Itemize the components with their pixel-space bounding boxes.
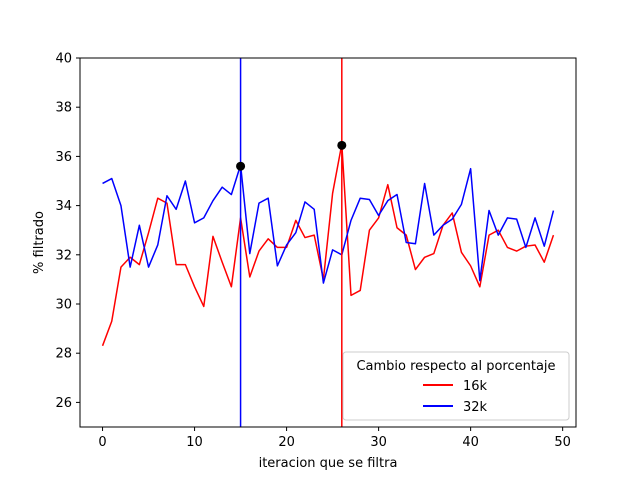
plot-frame — [79, 57, 577, 428]
y-tick-label: 26 — [55, 396, 72, 411]
legend-title: Cambio respecto al porcentaje — [356, 359, 555, 374]
y-axis-label: % filtrado — [32, 211, 47, 274]
y-tick-label: 40 — [55, 52, 72, 67]
series-line-16k — [101, 143, 555, 347]
x-tick-label: 20 — [278, 435, 295, 450]
x-tick-label: 30 — [370, 435, 387, 450]
y-tick-label: 32 — [55, 248, 72, 263]
x-axis-label: iteracion que se filtra — [259, 456, 398, 471]
x-axis: 0 10 20 30 40 50 — [98, 427, 571, 450]
legend-label-32k: 32k — [463, 400, 488, 415]
x-tick-label: 40 — [462, 435, 479, 450]
legend-box — [342, 351, 570, 421]
y-tick-label: 38 — [55, 101, 72, 116]
x-tick-label: 50 — [554, 435, 571, 450]
point-marker-1 — [337, 140, 347, 150]
x-tick-label: 10 — [186, 435, 203, 450]
legend-label-16k: 16k — [463, 379, 488, 394]
y-tick-label: 30 — [55, 298, 72, 313]
x-tick-label: 0 — [98, 435, 106, 450]
y-tick-label: 34 — [55, 199, 72, 214]
plot-area — [101, 58, 555, 427]
y-tick-label: 36 — [55, 150, 72, 165]
point-marker-0 — [236, 161, 246, 171]
series-line-32k — [102, 164, 555, 284]
y-tick-label: 28 — [55, 347, 72, 362]
y-axis: 26 28 30 32 34 36 38 40 — [55, 52, 80, 411]
legend: Cambio respecto al porcentaje 16k 32k — [342, 351, 570, 421]
